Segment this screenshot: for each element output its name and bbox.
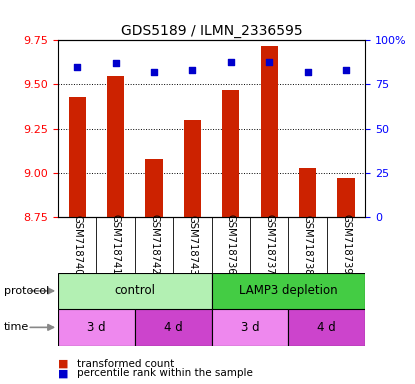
- Bar: [337, 178, 355, 217]
- Bar: [68, 97, 86, 217]
- Text: control: control: [115, 285, 155, 297]
- Text: LAMP3 depletion: LAMP3 depletion: [239, 285, 338, 297]
- Point: [74, 64, 81, 70]
- Point: [343, 67, 349, 73]
- Text: 3 d: 3 d: [87, 321, 106, 334]
- Text: GSM718740: GSM718740: [72, 215, 82, 275]
- Text: percentile rank within the sample: percentile rank within the sample: [77, 368, 253, 378]
- Bar: [58, 273, 212, 309]
- Text: 4 d: 4 d: [317, 321, 336, 334]
- Bar: [58, 309, 135, 346]
- Bar: [261, 46, 278, 217]
- Text: GSM718736: GSM718736: [226, 215, 236, 275]
- Text: GSM718738: GSM718738: [303, 215, 312, 275]
- Title: GDS5189 / ILMN_2336595: GDS5189 / ILMN_2336595: [121, 24, 303, 38]
- Text: ■: ■: [58, 359, 68, 369]
- Point: [304, 69, 311, 75]
- Text: 4 d: 4 d: [164, 321, 183, 334]
- Bar: [145, 159, 163, 217]
- Point: [151, 69, 157, 75]
- Bar: [222, 90, 239, 217]
- Bar: [107, 76, 124, 217]
- Text: transformed count: transformed count: [77, 359, 174, 369]
- Bar: [288, 309, 365, 346]
- Text: 3 d: 3 d: [241, 321, 259, 334]
- Text: protocol: protocol: [4, 286, 49, 296]
- Bar: [212, 273, 365, 309]
- Bar: [135, 309, 212, 346]
- Point: [266, 58, 273, 65]
- Bar: [212, 309, 288, 346]
- Text: time: time: [4, 322, 29, 333]
- Bar: [299, 167, 316, 217]
- Bar: [184, 120, 201, 217]
- Point: [189, 67, 196, 73]
- Text: GSM718742: GSM718742: [149, 215, 159, 275]
- Text: GSM718741: GSM718741: [111, 215, 121, 275]
- Text: GSM718737: GSM718737: [264, 215, 274, 275]
- Point: [112, 60, 119, 66]
- Text: GSM718739: GSM718739: [341, 215, 351, 275]
- Text: ■: ■: [58, 368, 68, 378]
- Text: GSM718743: GSM718743: [188, 215, 198, 275]
- Point: [227, 58, 234, 65]
